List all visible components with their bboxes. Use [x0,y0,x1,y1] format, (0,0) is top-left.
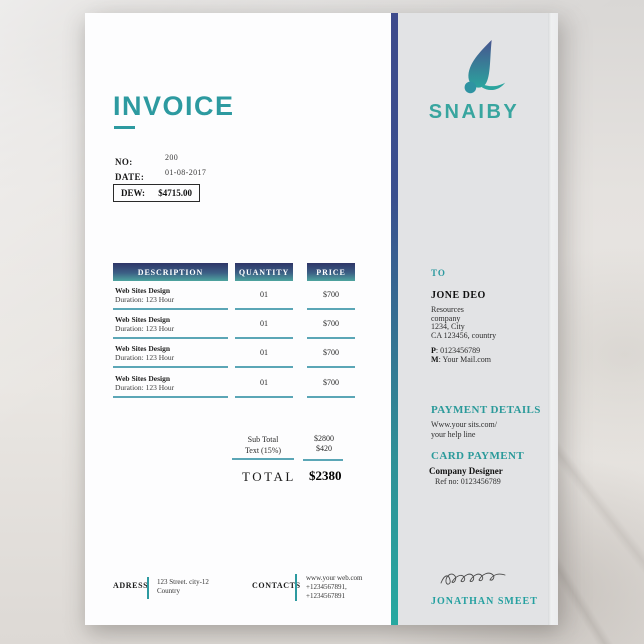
row-quantity: 01 [260,319,268,328]
row-divider [307,396,355,398]
row-divider [235,366,293,368]
row-divider [113,308,228,310]
row-divider [235,337,293,339]
footer-bar [295,574,297,601]
row-subtitle: Duration: 123 Hour [115,324,175,333]
row-quantity: 01 [260,290,268,299]
row-title: Web Sites Design [115,315,171,324]
contact-line: www.your web.com [306,574,363,582]
recipient-address-line: Resources [431,305,464,314]
tax-label: Text (15%) [244,446,282,455]
row-divider [113,366,228,368]
contact-line: +1234567891, [306,583,347,591]
payment-details-lines: Www.your sits.com/ your help line [431,420,497,440]
row-price: $700 [323,290,339,299]
invoice-no-label: NO: [115,157,133,167]
mail-row: M: Your Mail.com [431,355,491,364]
invoice-no-value: 200 [165,153,179,162]
row-description: Web Sites Design Duration: 123 Hour [115,344,174,362]
page-stack-edge [548,13,558,625]
table-row: Web Sites Design Duration: 123 Hour 01 $… [113,339,355,368]
subtotal-value: $2800 [314,434,334,443]
row-description: Web Sites Design Duration: 123 Hour [115,286,174,304]
signature-name: JONATHAN SMEET [431,596,538,607]
address-lines: 123 Street. city-12 Country [157,578,209,596]
invoice-paper: INVOICE NO: 200 DATE: 01-08-2017 DEW: $4… [85,13,558,625]
contact-line: +1234567891 [306,592,345,600]
snaiby-logo-icon [464,40,506,94]
footer-bar [147,577,149,599]
row-subtitle: Duration: 123 Hour [115,383,175,392]
payment-line: Www.your sits.com/ [431,420,497,429]
phone-value: : 0123456789 [435,346,481,355]
recipient-address: Resources company 1234, City CA 123456, … [431,305,497,340]
row-title: Web Sites Design [115,374,171,383]
row-subtitle: Duration: 123 Hour [115,295,175,304]
invoice-date-label: DATE: [115,172,145,182]
contacts-label: CONTACTS [252,581,301,590]
invoice-no-row: NO: [115,152,133,170]
mail-value: : Your Mail.com [438,355,492,364]
recipient-address-line: CA 123456, country [431,330,497,340]
address-line: Country [157,587,180,595]
row-title: Web Sites Design [115,344,171,353]
phone-label: P [431,346,436,355]
row-quantity: 01 [260,378,268,387]
row-description: Web Sites Design Duration: 123 Hour [115,374,174,392]
total-label: TOTAL [242,469,296,484]
invoice-title: INVOICE [113,91,235,121]
row-divider [235,396,293,398]
vertical-divider [391,13,398,625]
row-subtitle: Duration: 123 Hour [115,353,175,362]
card-payment-name: Company Designer [429,466,503,476]
row-divider [307,308,355,310]
contact-lines: www.your web.com +1234567891, +123456789… [306,574,363,601]
mail-label: M [431,355,439,364]
title-underline [114,126,135,129]
row-price: $700 [323,378,339,387]
table-row: Web Sites Design Duration: 123 Hour 01 $… [113,369,355,398]
invoice-date-value: 01-08-2017 [165,168,207,177]
row-divider [307,337,355,339]
column-header-quantity: QUANTITY [235,263,293,281]
signature [440,572,506,585]
total-value: $2380 [309,468,342,483]
table-row: Web Sites Design Duration: 123 Hour 01 $… [113,281,355,310]
invoice-date-row: DATE: [115,167,144,185]
address-label: ADRESS [113,581,149,590]
brand-name: SNAIBY [428,101,520,123]
to-label: TO [431,268,446,278]
column-header-price: PRICE [307,263,355,281]
recipient-name: JONE DEO [431,290,486,301]
row-price: $700 [323,319,339,328]
subtotal-label: Sub Total [247,435,279,444]
recipient-address-line: company [431,313,461,323]
phone-row: P: 0123456789 [431,346,491,355]
sidebar-panel [398,13,558,625]
tax-value: $420 [316,444,332,453]
row-title: Web Sites Design [115,286,171,295]
card-payment-heading: CARD PAYMENT [431,450,525,462]
payment-details-heading: PAYMENT DETAILS [431,404,541,416]
table-row: Web Sites Design Duration: 123 Hour 01 $… [113,310,355,339]
summary-divider [303,459,343,461]
amount-due-box: DEW: $4715.00 [113,184,200,202]
card-payment-ref: Ref no: 0123456789 [435,477,501,486]
row-quantity: 01 [260,348,268,357]
amount-due-value: $4715.00 [158,188,192,198]
row-price: $700 [323,348,339,357]
summary-divider [232,458,294,460]
row-divider [113,396,228,398]
row-divider [235,308,293,310]
recipient-address-line: 1234, City [431,322,465,331]
payment-line: your help line [431,430,476,439]
column-header-description: DESCRIPTION [113,263,228,281]
phone-mail-block: P: 0123456789 M: Your Mail.com [431,346,491,364]
address-line: 123 Street. city-12 [157,578,209,586]
amount-due-label: DEW: [121,188,146,198]
row-divider [307,366,355,368]
row-description: Web Sites Design Duration: 123 Hour [115,315,174,333]
row-divider [113,337,228,339]
